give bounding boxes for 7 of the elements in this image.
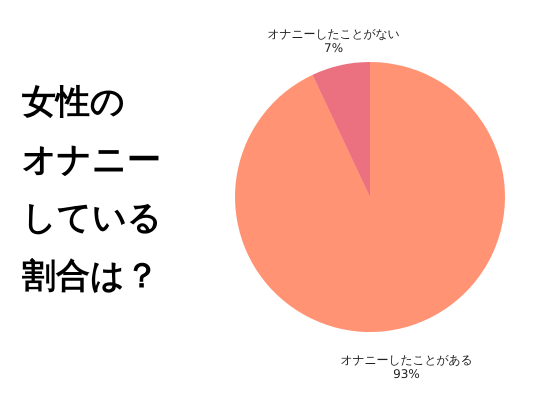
- data-label: 93%: [393, 366, 420, 381]
- text: 女性のオナニーしている割合は？: [21, 82, 162, 296]
- slice-label: オナニーしたことがある: [340, 352, 472, 367]
- slice-label: オナニーしたことがない: [268, 27, 400, 42]
- data-label: 7%: [324, 41, 344, 56]
- pie-slice: [312, 62, 370, 197]
- pie-slice: [235, 62, 505, 332]
